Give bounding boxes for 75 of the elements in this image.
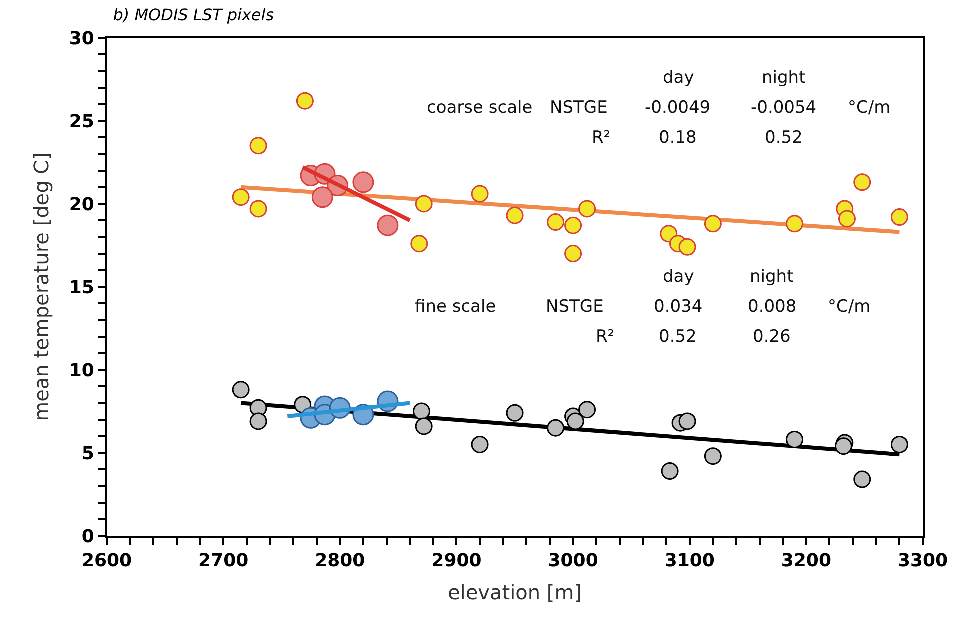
point [854,470,872,488]
point [890,436,908,454]
point [232,188,250,206]
annotation: fine scale [415,297,496,317]
annotation: 0.26 [753,327,791,347]
annotation: NSTGE [546,297,604,317]
point [471,185,489,203]
x-tick-label: 3200 [781,550,832,572]
point [566,412,584,430]
annotation: R² [596,327,615,347]
point [704,448,722,466]
point [410,235,428,253]
point [890,208,908,226]
annotation: 0.008 [748,297,797,317]
annotation: 0.52 [659,327,697,347]
point [250,200,268,218]
x-tick-label: 2900 [432,550,482,572]
point [678,238,696,256]
point [547,214,565,232]
annotation: day [663,267,694,287]
point [296,92,314,110]
x-tick-label: 3300 [898,550,948,572]
y-axis-title: mean temperature [deg C] [29,152,54,422]
y-tick-label: 5 [82,443,94,464]
point [564,245,582,263]
point [250,137,268,155]
annotation: day [663,68,694,88]
annotation: °C/m [828,297,871,317]
point [250,412,268,430]
chart-title: b) MODIS LST pixels [113,6,274,25]
point [352,172,374,194]
annotation: 0.52 [765,128,803,148]
point [578,200,596,218]
point [854,174,872,192]
y-tick-label: 0 [82,526,94,548]
point [232,381,250,399]
annotation: °C/m [848,98,891,118]
y-tick-label: 30 [69,28,94,50]
point [312,186,334,208]
annotation: NSTGE [550,98,608,118]
point [678,412,696,430]
annotation: night [750,267,794,287]
point [578,401,596,419]
point [547,419,565,437]
point [834,438,852,456]
x-tick-label: 2800 [315,550,366,572]
y-tick-label: 20 [69,194,94,216]
point [506,206,524,224]
x-tick-label: 3000 [548,550,598,572]
point [786,430,804,448]
x-tick-label: 2700 [198,550,249,572]
annotation: -0.0054 [751,98,817,118]
point [415,418,433,436]
point [786,215,804,233]
annotation: R² [592,128,611,148]
x-tick-label: 2600 [82,550,132,572]
point [412,402,430,420]
annotation: night [762,68,806,88]
point [377,214,399,236]
y-tick-label: 15 [69,277,94,298]
point [704,215,722,233]
point [838,210,856,228]
point [506,404,524,422]
x-axis-title: elevation [m] [448,580,582,605]
x-tick-label: 3100 [664,550,715,572]
point [415,195,433,213]
point [471,436,489,454]
point [661,462,679,480]
annotation: 0.18 [659,128,697,148]
annotation: -0.0049 [645,98,711,118]
point [564,216,582,234]
annotation: coarse scale [427,98,533,118]
annotation: 0.034 [654,297,703,317]
y-tick-label: 25 [69,111,94,132]
y-tick-label: 10 [69,360,94,382]
